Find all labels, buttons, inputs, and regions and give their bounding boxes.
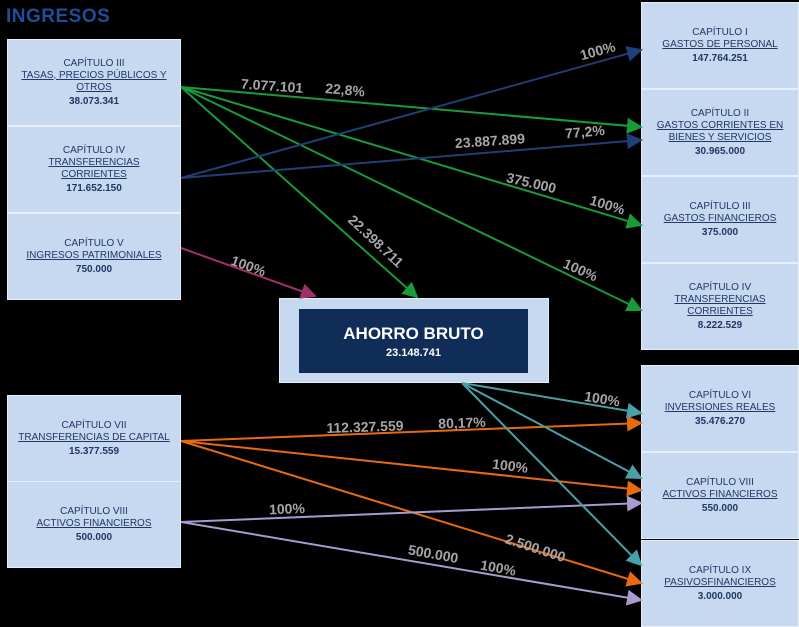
flow-label: 100% [491,456,529,476]
flow-label: 100% [583,388,621,409]
arrow [180,495,643,523]
arrow [180,86,419,299]
chapter-amount: 15.377.559 [68,445,120,457]
chapter-amount: 30.965.000 [694,145,746,157]
chapter: CAPÍTULO III [63,57,125,69]
flow-label: 100% [229,252,269,279]
chapter: CAPÍTULO VIII [60,505,128,517]
chapter: CAPÍTULO II [690,107,750,119]
chapter-box: CAPÍTULO IX PASIVOSFINANCIEROS 3.000.000 [641,540,799,627]
chapter: CAPÍTULO VIII [686,476,754,488]
chapter-amount: 35.476.270 [694,415,746,427]
flow-label: 77,2% [564,122,605,141]
chapter-name: GASTOS FINANCIEROS [663,212,777,224]
flow-label: 80,17% [438,414,487,432]
arrows [180,46,643,606]
chapter-box: CAPÍTULO VI INVERSIONES REALES 35.476.270 [641,365,799,452]
arrow [180,86,643,312]
chapter-amount: 8.222.529 [697,319,743,331]
chapter-amount: 3.000.000 [697,590,743,602]
flow-label: 2.500.000 [503,531,567,566]
chapter-name: ACTIVOS FINANCIEROS [36,517,152,529]
chapter-name: TRANSFERENCIAS CORRIENTES [674,293,766,317]
chapter-box: CAPÍTULO VIII ACTIVOS FINANCIEROS 550.000 [641,452,799,539]
chapter: CAPÍTULO VI [688,389,752,401]
chapter-name: GASTOS CORRIENTES EN BIENES Y SERVICIOS [656,119,784,143]
chapter-box: CAPÍTULO VII TRANSFERENCIAS DE CAPITAL 15.… [7,395,181,482]
chapter-amount: 147.764.251 [692,52,748,64]
flow-label: 112.327.559 [326,417,404,436]
arrow [180,133,643,179]
chapter-name: PASIVOSFINANCIEROS [664,576,776,588]
center-amount: 23.148.741 [385,346,442,359]
chapter-box: CAPÍTULO I GASTOS DE PERSONAL 147.764.251 [641,2,799,89]
chapter-name: TASAS, PRECIOS PÚBLICOS Y OTROS [21,69,167,93]
chapter-box: CAPÍTULO III GASTOS FINANCIEROS 375.000 [641,176,799,263]
title: INGRESOS [6,6,111,27]
flow-label: 22,8% [325,80,366,99]
arrow [180,46,643,179]
chapter-box: CAPÍTULO III TASAS, PRECIOS PÚBLICOS Y OT… [7,39,181,126]
chapter-amount: 38.073.341 [68,95,120,107]
chapter-box: CAPÍTULO VIII ACTIVOS FINANCIEROS 500.000 [7,481,181,568]
arrow [180,86,643,134]
chapter-amount: 375.000 [701,226,739,238]
chapter-amount: 550.000 [701,502,739,514]
chapter-name: GASTOS DE PERSONAL [662,38,778,50]
center-box: AHORRO BRUTO 23.148.741 [299,309,528,373]
chapter-name: INVERSIONES REALES [664,401,776,413]
flow-label: 100% [588,192,627,218]
arrow [180,86,643,229]
chapter-amount: 500.000 [75,531,113,543]
chapter: CAPÍTULO I [692,26,748,38]
center-name: AHORRO BRUTO [343,323,484,343]
chapter: CAPÍTULO VII [61,419,127,431]
flow-label: 7.077.101 [240,76,303,96]
arrow [461,382,643,419]
chapter-name: INGRESOS PATRIMONIALES [26,249,162,261]
arrow [180,247,317,299]
chapter-amount: 750.000 [75,263,113,275]
chapter: CAPÍTULO IX [688,564,752,576]
arrow [180,521,643,606]
arrow [461,382,643,479]
chapter-box: CAPÍTULO IV TRANSFERENCIAS CORRIENTES 171.… [7,126,181,213]
flow-label: 100% [578,38,617,63]
arrow [461,382,643,567]
arrow [180,440,643,497]
chapter-box: CAPÍTULO V INGRESOS PATRIMONIALES 750.000 [7,213,181,300]
flow-label: 100% [269,500,306,517]
chapter-amount: 171.652.150 [66,182,122,194]
chapter: CAPÍTULO IV [688,281,752,293]
flow-label: 23.887.899 [454,130,525,151]
chapter: CAPÍTULO IV [62,144,126,156]
flow-label: 100% [479,557,518,579]
chapter: CAPÍTULO V [64,237,124,249]
arrow [180,415,643,442]
chapter-name: ACTIVOS FINANCIEROS [662,488,778,500]
chapter: CAPÍTULO III [689,200,751,212]
chapter-name: TRANSFERENCIAS DE CAPITAL [18,431,170,443]
chapter-name: TRANSFERENCIAS CORRIENTES [48,156,140,180]
chapter-box: CAPÍTULO IV TRANSFERENCIAS CORRIENTES 8.22… [641,263,799,350]
